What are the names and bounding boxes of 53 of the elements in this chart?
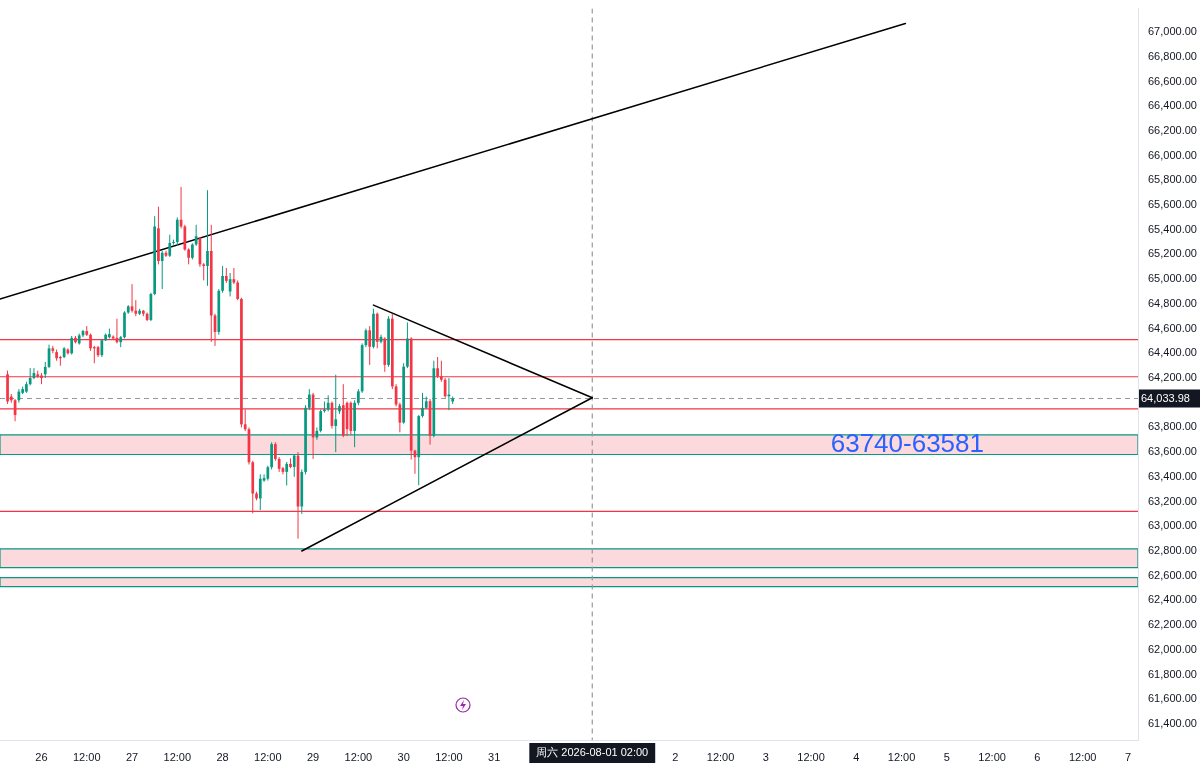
y-tick-label: 65,000.00 — [1148, 272, 1197, 285]
x-tick-label: 12:00 — [73, 750, 101, 763]
x-tick-label: 12:00 — [797, 750, 825, 763]
x-tick-label: 12:00 — [1068, 750, 1097, 763]
y-tick-label: 61,600.00 — [1148, 692, 1197, 705]
x-tick-label: 12:00 — [978, 750, 1006, 763]
x-tick-label: 7 — [1124, 750, 1131, 763]
y-tick-label: 63,400.00 — [1148, 469, 1197, 482]
x-tick-label: 30 — [397, 750, 410, 763]
y-tick-label: 66,200.00 — [1148, 123, 1197, 136]
y-tick-label: 62,600.00 — [1148, 568, 1197, 581]
x-tick-label: 12:00 — [254, 750, 282, 763]
x-tick-label: 12:00 — [706, 750, 735, 763]
y-tick-label: 66,800.00 — [1148, 49, 1197, 62]
y-tick-label: 64,400.00 — [1148, 346, 1197, 359]
y-tick-label: 61,800.00 — [1148, 667, 1197, 680]
x-tick-label: 3 — [762, 750, 769, 763]
ref-line-label: 64,033.98 — [1141, 391, 1190, 404]
band-label: 63740-63581 — [830, 427, 985, 458]
y-tick-label: 63,800.00 — [1148, 420, 1197, 433]
x-tick-label: 26 — [35, 750, 48, 763]
x-tick-label: 28 — [216, 750, 229, 763]
x-tick-label: 12:00 — [163, 750, 192, 763]
x-tick-label: 27 — [125, 750, 139, 763]
x-tick-label: 12:00 — [344, 750, 373, 763]
x-tick-label: 4 — [853, 750, 860, 763]
y-tick-label: 63,000.00 — [1148, 519, 1197, 532]
y-tick-label: 63,600.00 — [1148, 445, 1197, 458]
y-tick-label: 64,200.00 — [1148, 371, 1197, 384]
x-tick-label: 12:00 — [435, 750, 463, 763]
y-tick-label: 62,400.00 — [1148, 593, 1197, 606]
y-tick-label: 62,800.00 — [1148, 544, 1197, 556]
y-tick-label: 63,200.00 — [1148, 494, 1197, 507]
y-tick-label: 61,400.00 — [1148, 716, 1197, 729]
ref-line-label: 周六 2026-08-01 02:00 — [536, 746, 649, 759]
y-tick-label: 64,800.00 — [1148, 296, 1197, 309]
y-tick-label: 65,200.00 — [1148, 247, 1197, 260]
y-tick-label: 65,600.00 — [1148, 198, 1197, 211]
x-tick-label: 31 — [488, 750, 501, 763]
y-tick-label: 62,200.00 — [1148, 618, 1197, 631]
y-tick-label: 65,400.00 — [1148, 222, 1197, 235]
x-tick-label: 5 — [943, 750, 950, 763]
y-tick-label: 66,000.00 — [1148, 148, 1197, 161]
y-tick-label: 67,000.00 — [1148, 25, 1197, 38]
y-tick-label: 65,800.00 — [1148, 173, 1197, 186]
x-tick-label: 2 — [672, 750, 679, 763]
y-tick-label: 66,400.00 — [1148, 99, 1197, 112]
x-tick-label: 29 — [306, 750, 320, 763]
x-tick-label: 12:00 — [887, 750, 916, 763]
y-tick-label: 66,600.00 — [1148, 74, 1197, 87]
x-tick-label: 6 — [1034, 750, 1041, 763]
y-tick-label: 64,600.00 — [1148, 321, 1197, 334]
y-tick-label: 62,000.00 — [1148, 642, 1197, 655]
